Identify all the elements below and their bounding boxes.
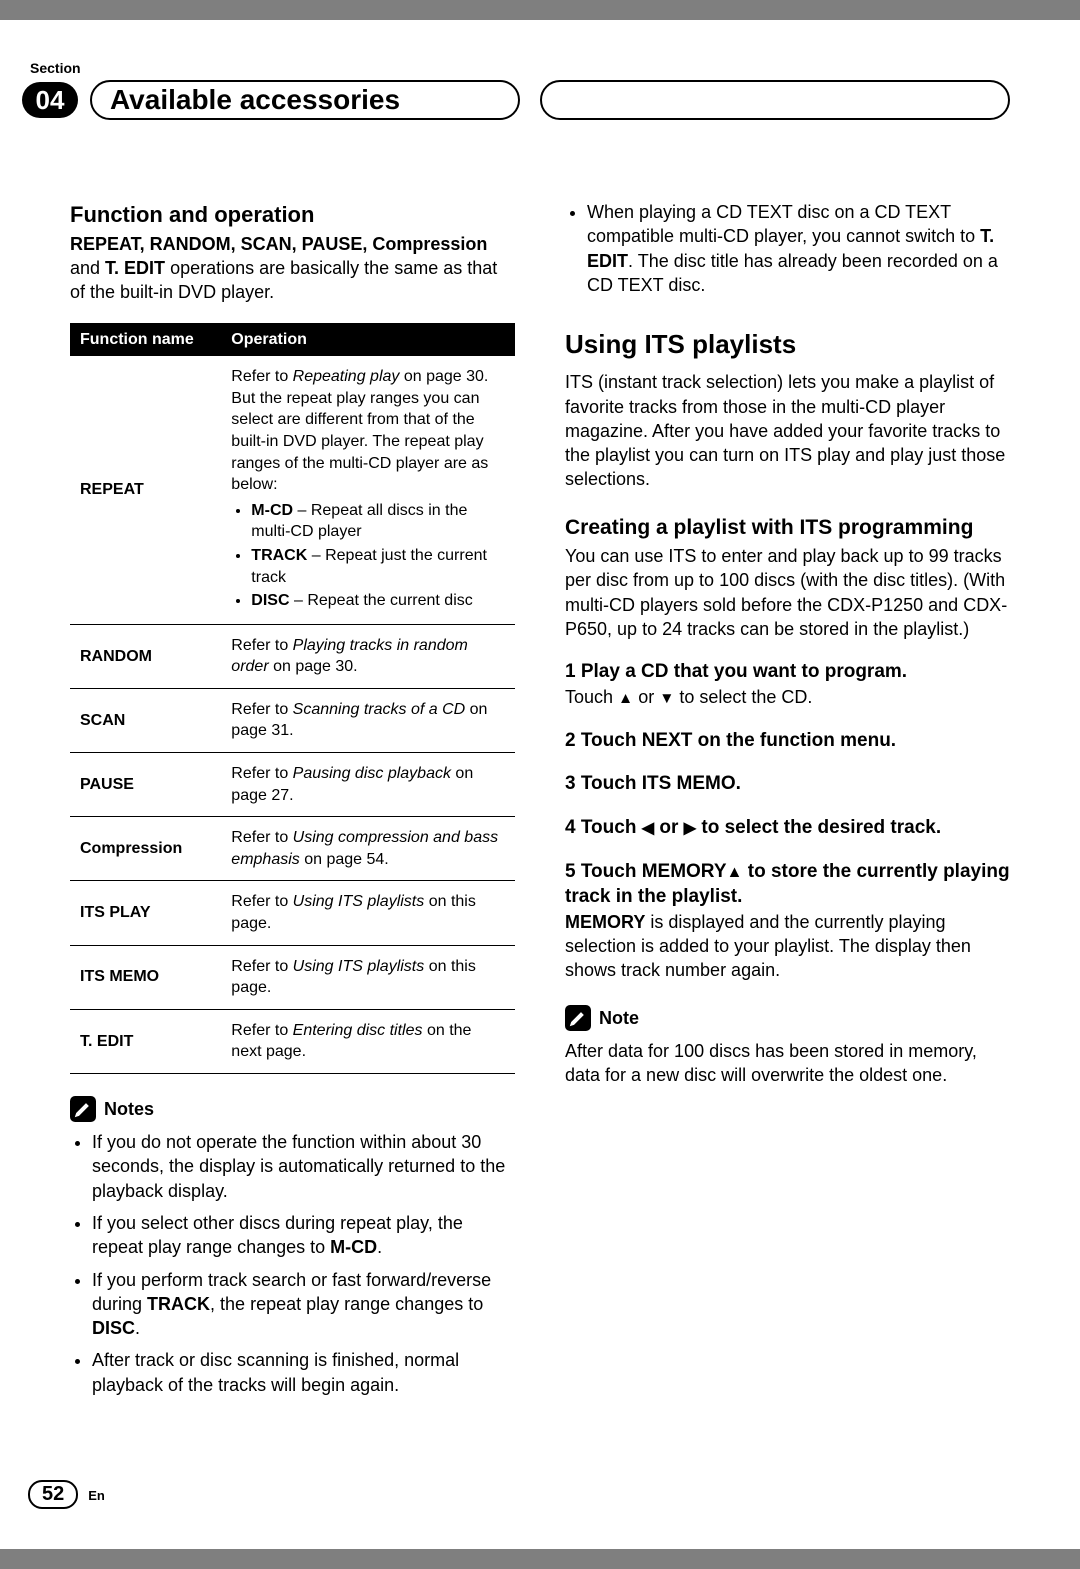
- table-row: REPEATRefer to Repeating play on page 30…: [70, 356, 515, 624]
- intro-mid: and: [70, 258, 105, 278]
- top-continuation-bullet: When playing a CD TEXT disc on a CD TEXT…: [565, 200, 1010, 297]
- fn-name-cell: RANDOM: [70, 624, 221, 688]
- fn-op-cell: Refer to Scanning tracks of a CD on page…: [221, 688, 515, 752]
- table-row: CompressionRefer to Using compression an…: [70, 817, 515, 881]
- note-label: Note: [599, 1006, 639, 1030]
- pencil-icon: [70, 1096, 96, 1122]
- table-row: SCANRefer to Scanning tracks of a CD on …: [70, 688, 515, 752]
- step-5-heading: 5 Touch MEMORY▲ to store the currently p…: [565, 859, 1010, 910]
- left-column: Function and operation REPEAT, RANDOM, S…: [70, 200, 515, 1405]
- step-1-heading: 1 Play a CD that you want to program.: [565, 659, 1010, 685]
- fn-op-cell: Refer to Entering disc titles on the nex…: [221, 1009, 515, 1073]
- list-item: TRACK – Repeat just the current track: [251, 545, 505, 588]
- its-playlists-heading: Using ITS playlists: [565, 327, 1010, 362]
- fn-op-cell: Refer to Repeating play on page 30. But …: [221, 356, 515, 624]
- its-intro: ITS (instant track selection) lets you m…: [565, 370, 1010, 491]
- fn-op-cell: Refer to Playing tracks in random order …: [221, 624, 515, 688]
- th-function-name: Function name: [70, 323, 221, 357]
- step-5-body: MEMORY is displayed and the currently pl…: [565, 910, 1010, 983]
- notes-list: If you do not operate the function withi…: [70, 1130, 515, 1397]
- creating-playlist-body: You can use ITS to enter and play back u…: [565, 544, 1010, 641]
- fn-name-cell: ITS PLAY: [70, 881, 221, 945]
- list-item: After track or disc scanning is finished…: [92, 1348, 515, 1397]
- function-table: Function name Operation REPEATRefer to R…: [70, 323, 515, 1074]
- list-item: DISC – Repeat the current disc: [251, 590, 505, 612]
- notes-header: Notes: [70, 1096, 515, 1122]
- fn-name-cell: ITS MEMO: [70, 945, 221, 1009]
- table-row: ITS MEMORefer to Using ITS playlists on …: [70, 945, 515, 1009]
- table-row: RANDOMRefer to Playing tracks in random …: [70, 624, 515, 688]
- table-row: PAUSERefer to Pausing disc playback on p…: [70, 753, 515, 817]
- list-item: If you do not operate the function withi…: [92, 1130, 515, 1203]
- top-bullet-post: . The disc title has already been record…: [587, 251, 998, 295]
- left-triangle-icon: ◀: [642, 818, 654, 840]
- right-column: When playing a CD TEXT disc on a CD TEXT…: [565, 200, 1010, 1405]
- list-item: If you perform track search or fast forw…: [92, 1268, 515, 1341]
- list-item: When playing a CD TEXT disc on a CD TEXT…: [587, 200, 1010, 297]
- down-triangle-icon: ▼: [659, 689, 674, 710]
- section-label: Section: [30, 60, 1010, 76]
- header-empty-pill: [540, 80, 1010, 120]
- fn-op-cell: Refer to Using ITS playlists on this pag…: [221, 945, 515, 1009]
- fn-name-cell: PAUSE: [70, 753, 221, 817]
- intro-bold-1: REPEAT, RANDOM, SCAN, PAUSE, Compression: [70, 234, 487, 254]
- fn-name-cell: Compression: [70, 817, 221, 881]
- list-item: If you select other discs during repeat …: [92, 1211, 515, 1260]
- table-row: ITS PLAYRefer to Using ITS playlists on …: [70, 881, 515, 945]
- function-operation-heading: Function and operation: [70, 200, 515, 230]
- fn-name-cell: T. EDIT: [70, 1009, 221, 1073]
- memory-bold: MEMORY: [565, 912, 645, 932]
- note-body: After data for 100 discs has been stored…: [565, 1039, 1010, 1088]
- page-header: 04 Available accessories: [22, 80, 1010, 120]
- fn-op-cell: Refer to Using ITS playlists on this pag…: [221, 881, 515, 945]
- fn-name-cell: REPEAT: [70, 356, 221, 624]
- content-columns: Function and operation REPEAT, RANDOM, S…: [70, 200, 1010, 1405]
- page-footer: 52 En: [28, 1480, 105, 1509]
- fn-op-cell: Refer to Pausing disc playback on page 2…: [221, 753, 515, 817]
- fn-name-cell: SCAN: [70, 688, 221, 752]
- top-bullet-pre: When playing a CD TEXT disc on a CD TEXT…: [587, 202, 980, 246]
- pencil-icon: [565, 1005, 591, 1031]
- manual-page: Section 04 Available accessories Functio…: [0, 20, 1080, 1549]
- up-triangle-icon: ▲: [618, 689, 633, 710]
- step-2-heading: 2 Touch NEXT on the function menu.: [565, 728, 1010, 754]
- th-operation: Operation: [221, 323, 515, 357]
- right-triangle-icon: ▶: [684, 818, 696, 840]
- note-header: Note: [565, 1005, 1010, 1031]
- language-code: En: [88, 1488, 105, 1503]
- up-triangle-icon: ▲: [727, 862, 743, 884]
- page-number: 52: [28, 1480, 78, 1509]
- intro-bold-2: T. EDIT: [105, 258, 165, 278]
- creating-playlist-heading: Creating a playlist with ITS programming: [565, 514, 1010, 542]
- intro-paragraph: REPEAT, RANDOM, SCAN, PAUSE, Compression…: [70, 232, 515, 305]
- step-4-heading: 4 Touch ◀ or ▶ to select the desired tra…: [565, 815, 1010, 841]
- table-row: T. EDITRefer to Entering disc titles on …: [70, 1009, 515, 1073]
- notes-label: Notes: [104, 1097, 154, 1121]
- chapter-title: Available accessories: [90, 80, 520, 120]
- fn-op-cell: Refer to Using compression and bass emph…: [221, 817, 515, 881]
- step-3-heading: 3 Touch ITS MEMO.: [565, 771, 1010, 797]
- section-number-badge: 04: [22, 82, 78, 118]
- step-1-body: Touch ▲ or ▼ to select the CD.: [565, 685, 1010, 710]
- list-item: M-CD – Repeat all discs in the multi-CD …: [251, 500, 505, 543]
